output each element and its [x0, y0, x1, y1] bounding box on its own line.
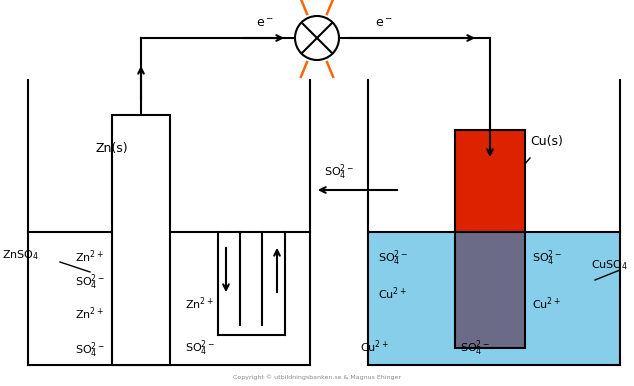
- Text: Zn$^{2+}$: Zn$^{2+}$: [185, 295, 214, 312]
- Text: Cu$^{2+}$: Cu$^{2+}$: [360, 338, 389, 355]
- Text: Zn$^{2+}$: Zn$^{2+}$: [75, 305, 104, 322]
- Bar: [112, 115, 170, 365]
- Text: Cu(s): Cu(s): [530, 135, 563, 148]
- Circle shape: [295, 16, 339, 60]
- Bar: [455, 232, 525, 348]
- Text: SO$_4^{2-}$: SO$_4^{2-}$: [75, 340, 105, 360]
- Text: CuSO$_4$: CuSO$_4$: [591, 258, 628, 272]
- Text: SO$_4^{2-}$: SO$_4^{2-}$: [378, 248, 408, 267]
- Text: Cu$^{2+}$: Cu$^{2+}$: [532, 295, 561, 312]
- Text: Zn$^{2+}$: Zn$^{2+}$: [75, 248, 104, 264]
- Text: SO$_4^{2-}$: SO$_4^{2-}$: [532, 248, 562, 267]
- Text: Copyright © utbildningsbanken.se & Magnus Ehinger: Copyright © utbildningsbanken.se & Magnu…: [233, 374, 401, 380]
- Text: SO$_4^{2-}$: SO$_4^{2-}$: [185, 338, 215, 357]
- Text: e$^-$: e$^-$: [256, 17, 274, 30]
- Text: e$^-$: e$^-$: [375, 17, 393, 30]
- Bar: [455, 130, 525, 232]
- Text: SO$_4^{2-}$: SO$_4^{2-}$: [75, 272, 105, 291]
- Text: SO$_4^{2-}$: SO$_4^{2-}$: [460, 338, 490, 357]
- Text: Cu$^{2+}$: Cu$^{2+}$: [378, 285, 407, 301]
- Bar: [369, 232, 619, 364]
- Text: SO$_4^{2-}$: SO$_4^{2-}$: [324, 163, 354, 182]
- Text: Zn(s): Zn(s): [95, 142, 127, 155]
- Text: ZnSO$_4$: ZnSO$_4$: [2, 248, 39, 262]
